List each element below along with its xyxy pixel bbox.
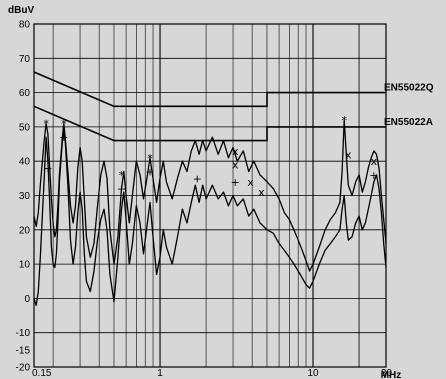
y-tick-label: 30 <box>19 191 31 202</box>
limit-lines: EN55022Q EN55022A <box>33 71 434 142</box>
marker-point: * <box>341 114 347 127</box>
x-tick-label: 10 <box>307 368 319 379</box>
marker-point: + <box>193 172 202 185</box>
limit-line-en55022a <box>33 105 386 142</box>
x-tick-label: 0.15 <box>32 368 52 379</box>
limit-label-en55022q: EN55022Q <box>384 83 434 94</box>
series-line-1 <box>33 119 387 272</box>
marker-point: x <box>247 176 254 189</box>
y-unit-label: dBuV <box>8 5 34 16</box>
y-tick-label: 50 <box>19 122 31 133</box>
y-tick-labels: 80 70 60 50 40 30 20 10 0 -10 -15 -20 <box>16 20 31 374</box>
marker-point: * <box>43 117 49 130</box>
marker-point: + <box>43 162 52 175</box>
y-tick-label: 60 <box>19 88 31 99</box>
plot-frame <box>33 23 387 368</box>
limit-line-en55022q <box>33 71 386 108</box>
limit-label-en55022a: EN55022A <box>384 117 433 128</box>
x-unit-label: MHz <box>381 370 402 379</box>
marker-point: * <box>61 117 67 130</box>
marker-point: + <box>369 169 378 182</box>
marker-point: x <box>258 186 265 199</box>
marker-point: + <box>117 183 126 196</box>
marker-point: x <box>345 148 352 161</box>
marker-point: * <box>119 169 125 182</box>
y-tick-label: 20 <box>19 225 31 236</box>
y-tick-label: 10 <box>19 260 31 271</box>
marker-point: + <box>231 176 240 189</box>
y-tick-label: 80 <box>19 20 31 31</box>
x-tick-label: 1 <box>157 368 163 379</box>
x-tick-labels: 0.15 1 10 30 <box>32 368 392 379</box>
y-tick-label: 0 <box>24 294 30 305</box>
markers: *+*+*+*++xx+ xx*xx+ <box>43 114 378 199</box>
y-tick-label: 70 <box>19 54 31 65</box>
marker-point: * <box>147 152 153 165</box>
x-tick-label: 30 <box>381 368 393 379</box>
series-line-2 <box>33 126 387 306</box>
y-tick-label: -15 <box>16 345 31 356</box>
marker-point: x <box>371 155 378 168</box>
marker-point: + <box>59 131 68 144</box>
y-tick-label: -20 <box>16 363 31 374</box>
marker-point: x <box>232 145 239 158</box>
series-group <box>33 119 387 306</box>
marker-point: + <box>145 165 154 178</box>
marker-point: x <box>232 159 239 172</box>
y-tick-label: -10 <box>16 328 31 339</box>
y-tick-label: 40 <box>19 157 31 168</box>
